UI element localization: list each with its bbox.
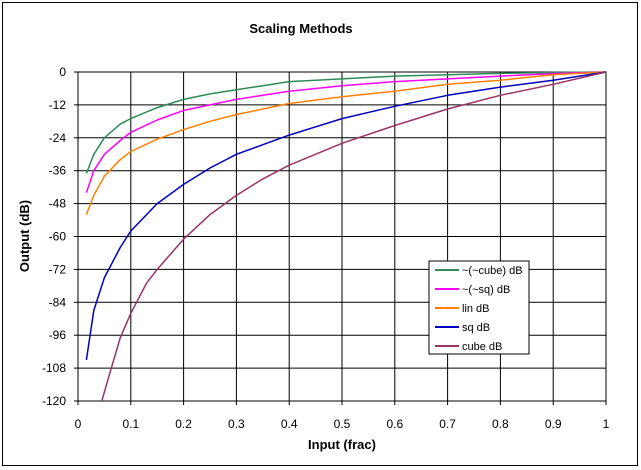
y-tick-label: -96	[49, 328, 67, 342]
x-tick-label: 1	[603, 417, 610, 431]
y-tick-label: -84	[49, 295, 67, 309]
y-tick-label: -108	[42, 361, 66, 375]
x-tick-label: 0.5	[334, 417, 351, 431]
x-tick-label: 0.2	[175, 417, 192, 431]
chart-area: Scaling Methods 0 -12 -24 -36 -48 -60 -72 -84 -9…	[2, 2, 638, 466]
x-tick-label: 0.6	[386, 417, 403, 431]
x-tick-label: 0.4	[281, 417, 298, 431]
x-tick-label: 0.7	[439, 417, 456, 431]
x-tick-label: 0.8	[492, 417, 509, 431]
x-tick-labels: 0 0.1 0.2 0.3 0.4 0.5 0.6 0.7 0.8 0.9 1	[75, 417, 610, 431]
legend-label-4: cube dB	[462, 341, 502, 353]
legend: ~(~cube) dB ~(~sq) dB lin dB sq dB cube dB	[428, 260, 530, 355]
series-line-3	[85, 71, 607, 361]
y-axis-label: Output (dB)	[17, 200, 32, 272]
chart-svg: Scaling Methods 0 -12 -24 -36 -48 -60 -72 -84 -9…	[17, 21, 610, 452]
legend-label-2: lin dB	[462, 303, 490, 315]
series-line-2	[85, 71, 607, 215]
series-layer	[85, 71, 607, 402]
x-tick-label: 0.9	[545, 417, 562, 431]
series-line-1	[85, 71, 607, 193]
legend-label-1: ~(~sq) dB	[462, 284, 510, 296]
y-tick-label: -48	[49, 197, 67, 211]
x-tick-label: 0	[75, 417, 82, 431]
chart-title: Scaling Methods	[249, 21, 352, 36]
y-tick-label: 0	[59, 65, 66, 79]
series-line-4	[101, 71, 607, 402]
x-axis-label: Input (frac)	[308, 437, 376, 452]
grid-layer	[74, 71, 607, 405]
y-tick-label: -36	[49, 164, 67, 178]
y-tick-label: -24	[49, 131, 67, 145]
legend-label-0: ~(~cube) dB	[462, 265, 523, 277]
x-tick-label: 0.3	[228, 417, 245, 431]
y-tick-label: -60	[49, 230, 67, 244]
y-tick-label: -72	[49, 262, 67, 276]
x-tick-label: 0.1	[122, 417, 139, 431]
y-tick-label: -12	[49, 98, 67, 112]
y-tick-label: -120	[42, 394, 66, 408]
legend-label-3: sq dB	[462, 322, 490, 334]
series-line-0	[85, 71, 607, 174]
y-tick-labels: 0 -12 -24 -36 -48 -60 -72 -84 -96 -108 -120	[42, 65, 66, 408]
